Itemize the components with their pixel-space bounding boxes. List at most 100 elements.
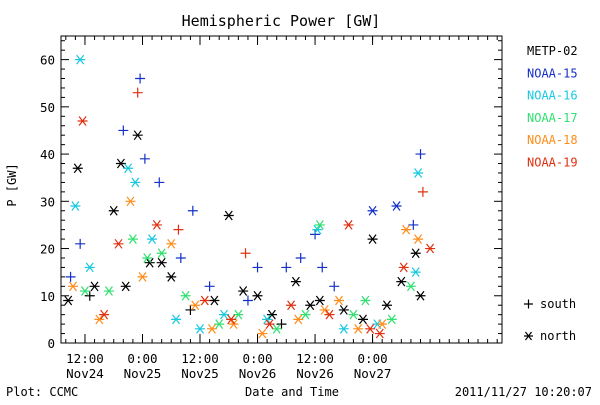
data-point-north xyxy=(415,290,426,301)
data-point-north xyxy=(156,248,167,259)
data-point-north xyxy=(338,305,349,315)
data-point-south xyxy=(135,73,146,84)
data-point-north xyxy=(108,205,119,216)
y-tick-label: 20 xyxy=(40,242,55,257)
data-point-north xyxy=(127,234,138,244)
data-point-north xyxy=(413,168,424,178)
data-point-north xyxy=(266,309,277,320)
data-point-north xyxy=(89,281,100,292)
x-tick-label-date: Nov26 xyxy=(239,366,277,381)
data-point-north xyxy=(120,281,131,292)
data-point-north xyxy=(324,309,335,320)
data-point-south xyxy=(417,186,428,197)
data-point-north xyxy=(348,309,359,320)
legend-entry: NOAA-15 xyxy=(527,66,578,80)
data-point-north xyxy=(99,309,110,320)
data-point-north xyxy=(123,163,134,174)
data-point-north xyxy=(377,319,388,329)
data-point-south xyxy=(118,125,129,136)
data-point-south xyxy=(154,177,165,188)
x-tick-label-date: Nov25 xyxy=(181,366,219,381)
data-point-south xyxy=(132,87,143,98)
data-point-north xyxy=(166,238,177,249)
data-point-south xyxy=(281,262,292,273)
data-point-north xyxy=(130,177,141,188)
data-point-north xyxy=(367,234,378,244)
data-point-south xyxy=(175,252,186,263)
data-point-south xyxy=(242,295,253,306)
data-point-north xyxy=(166,272,177,282)
footer-left: Plot: CCMC xyxy=(6,385,78,399)
legend-symbol-label: north xyxy=(540,329,576,343)
data-point-north xyxy=(305,300,316,311)
legend-entry: NOAA-17 xyxy=(527,111,578,125)
data-point-north xyxy=(314,295,325,306)
y-tick-label: 40 xyxy=(40,147,55,162)
data-point-north xyxy=(233,309,244,320)
data-point-north xyxy=(79,286,90,296)
data-point-north xyxy=(353,323,364,334)
data-point-north xyxy=(314,220,325,230)
x-tick-label-time: 12:00 xyxy=(296,351,334,366)
y-axis-label: P [GW] xyxy=(5,163,19,206)
data-point-south xyxy=(408,219,419,230)
data-point-north xyxy=(374,328,385,339)
data-point-north xyxy=(386,314,397,325)
data-point-south xyxy=(276,319,287,330)
y-tick-label: 10 xyxy=(40,289,55,304)
data-point-south xyxy=(204,281,215,292)
data-point-north xyxy=(410,248,421,259)
data-point-north xyxy=(391,201,402,211)
data-point-south xyxy=(75,238,86,249)
data-point-north xyxy=(367,205,378,216)
data-point-north xyxy=(142,253,153,263)
data-point-north xyxy=(257,328,268,339)
x-tick-label-time: 0:00 xyxy=(358,351,388,366)
data-point-north xyxy=(300,309,311,320)
data-point-north xyxy=(70,201,81,211)
data-point-north xyxy=(137,272,148,282)
data-point-south xyxy=(295,252,306,263)
data-point-south xyxy=(329,281,340,292)
legend-entry: NOAA-16 xyxy=(527,89,578,103)
data-point-south xyxy=(310,229,321,240)
data-point-north xyxy=(398,262,409,273)
data-point-north xyxy=(410,267,421,278)
data-point-north xyxy=(147,234,158,244)
data-point-north xyxy=(319,305,330,315)
chart-title: Hemispheric Power [GW] xyxy=(182,12,381,30)
data-point-south xyxy=(415,149,426,160)
y-tick-label: 50 xyxy=(40,100,55,115)
data-point-north xyxy=(405,281,416,292)
data-point-south xyxy=(317,262,328,273)
x-tick-label-time: 0:00 xyxy=(127,351,157,366)
legend-symbol-north xyxy=(524,331,533,341)
data-point-north xyxy=(94,314,105,325)
data-point-south xyxy=(84,290,95,301)
x-tick-label-date: Nov24 xyxy=(66,366,104,381)
data-point-north xyxy=(77,116,88,126)
data-point-north xyxy=(223,210,234,221)
data-point-north xyxy=(195,323,206,334)
data-point-north xyxy=(286,300,297,311)
data-point-north xyxy=(103,286,114,296)
legend-symbol-label: south xyxy=(540,297,576,311)
data-point-north xyxy=(425,243,436,254)
data-point-north xyxy=(262,314,273,325)
data-point-north xyxy=(67,281,78,292)
data-point-north xyxy=(115,158,126,169)
data-point-north xyxy=(171,314,182,325)
data-point-south xyxy=(173,224,184,235)
plot-frame xyxy=(60,35,503,344)
x-tick-label-time: 12:00 xyxy=(66,351,104,366)
data-point-north xyxy=(365,323,376,334)
x-tick-label-time: 12:00 xyxy=(181,351,219,366)
data-point-north xyxy=(132,130,143,141)
y-tick-label: 0 xyxy=(47,336,55,351)
data-point-north xyxy=(75,54,86,65)
data-point-north xyxy=(214,319,225,329)
data-point-north xyxy=(357,314,368,325)
x-tick-label-date: Nov27 xyxy=(354,366,392,381)
data-point-north xyxy=(381,300,392,311)
